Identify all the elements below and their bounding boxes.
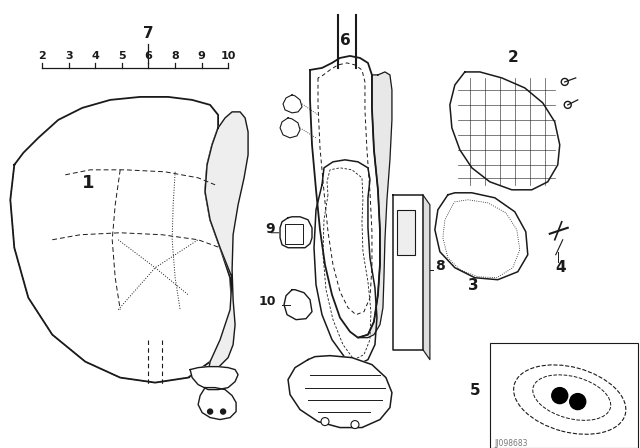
Text: 3: 3: [65, 51, 73, 61]
Polygon shape: [280, 217, 312, 248]
Text: 10: 10: [258, 295, 276, 308]
Bar: [285, 224, 303, 244]
Polygon shape: [284, 290, 312, 320]
Text: 2: 2: [38, 51, 46, 61]
Text: 6: 6: [340, 33, 350, 48]
Text: 6: 6: [145, 51, 152, 61]
Text: 3: 3: [468, 278, 479, 293]
Text: JJ098683: JJ098683: [495, 439, 529, 448]
Circle shape: [351, 421, 359, 429]
Polygon shape: [435, 193, 528, 280]
Polygon shape: [423, 195, 430, 360]
Text: 2: 2: [508, 50, 518, 65]
Bar: [490, 343, 637, 448]
Polygon shape: [314, 160, 377, 365]
Circle shape: [564, 101, 572, 108]
Text: 8: 8: [435, 259, 445, 273]
Polygon shape: [205, 112, 248, 378]
Polygon shape: [280, 118, 300, 138]
Text: 1: 1: [83, 174, 95, 192]
Circle shape: [321, 418, 329, 426]
Polygon shape: [393, 195, 423, 349]
Polygon shape: [198, 388, 236, 420]
Polygon shape: [310, 56, 380, 338]
Text: 10: 10: [220, 51, 236, 61]
Text: 9: 9: [198, 51, 205, 61]
Text: 8: 8: [171, 51, 179, 61]
Circle shape: [221, 409, 225, 414]
Circle shape: [207, 409, 212, 414]
Circle shape: [561, 78, 568, 86]
Text: 9: 9: [265, 222, 275, 236]
Text: 7: 7: [143, 26, 154, 41]
Circle shape: [570, 394, 586, 409]
Ellipse shape: [532, 375, 611, 420]
Polygon shape: [190, 366, 238, 390]
Ellipse shape: [514, 365, 626, 434]
Bar: [397, 210, 415, 255]
Polygon shape: [283, 95, 302, 113]
Polygon shape: [288, 356, 392, 427]
Circle shape: [552, 388, 568, 404]
Polygon shape: [358, 72, 392, 338]
Polygon shape: [10, 97, 232, 383]
Polygon shape: [450, 72, 560, 190]
Text: 4: 4: [92, 51, 99, 61]
Text: 4: 4: [556, 260, 566, 275]
Text: 5: 5: [470, 383, 481, 397]
Text: 5: 5: [118, 51, 125, 61]
